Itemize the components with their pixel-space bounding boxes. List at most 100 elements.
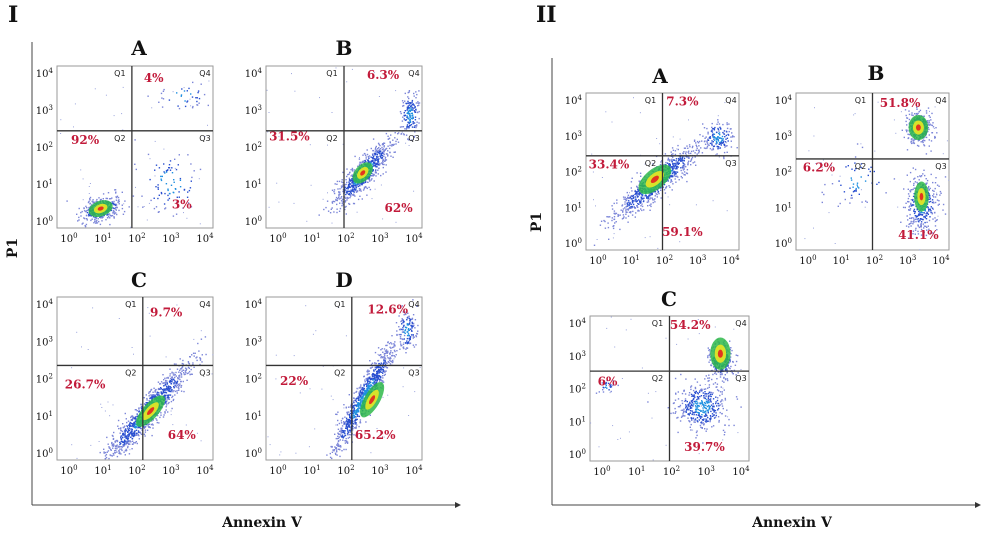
event-dot [380,154,382,156]
event-dot [133,430,136,433]
event-dot [346,426,348,428]
event-dot [360,393,362,395]
event-dot [592,171,594,173]
event-dot [168,380,171,383]
event-dot [191,96,194,98]
event-dot [682,169,685,171]
event-dot [413,122,416,124]
event-dot [414,111,416,113]
event-dot [636,200,638,202]
event-dot [346,413,349,415]
event-dot [185,369,187,371]
event-dot [414,391,416,393]
event-dot [670,166,673,168]
quadrant-pct-q4: 9.7% [150,306,183,320]
event-dot [163,395,165,397]
event-dot [347,188,349,190]
event-dot [163,385,165,387]
event-dot [649,198,651,200]
event-dot [161,97,163,99]
event-dot [368,377,370,380]
event-dot [189,187,192,189]
event-dot [407,116,409,118]
event-dot [632,197,635,199]
event-dot [167,402,169,405]
quadrant-name-q1: Q1 [326,69,337,78]
event-dot [364,180,367,182]
event-dot [177,386,179,389]
event-dot [344,186,346,189]
event-dot [375,367,378,369]
event-dot [416,93,418,96]
event-dot [384,358,387,360]
event-dot [196,432,198,434]
event-dot [198,102,200,104]
event-dot [348,186,350,189]
event-dot [183,390,185,393]
event-dot [376,158,379,161]
event-dot [110,198,112,200]
event-dot [733,136,735,138]
event-dot [118,203,120,205]
event-dot [130,415,133,417]
event-dot [400,328,402,331]
event-dot [173,179,175,181]
event-dot [411,107,414,109]
event-dot [687,156,690,159]
event-dot [357,402,359,404]
event-dot [378,372,380,374]
event-dot [406,323,408,325]
event-dot [149,335,151,337]
event-dot [148,312,150,314]
event-dot [354,404,356,406]
event-dot [118,318,120,319]
event-dot [363,159,366,162]
event-dot [199,223,201,225]
event-dot [634,200,637,202]
event-dot [143,403,146,405]
event-dot [170,410,172,412]
event-dot [649,209,651,211]
event-dot [331,446,333,448]
event-dot [383,436,385,438]
event-dot [719,137,721,139]
event-dot [631,177,633,179]
event-dot [388,138,390,140]
event-dot [339,202,341,204]
event-dot [369,378,372,380]
event-dot [176,92,178,94]
event-dot [339,455,341,458]
event-dot [353,187,355,189]
event-dot [388,137,391,139]
event-dot [362,387,364,389]
event-dot [930,124,932,126]
event-dot [164,208,166,210]
event-dot [354,183,357,185]
event-dot [630,206,632,208]
event-dot [611,217,613,219]
event-dot [368,385,371,387]
event-dot [135,186,136,188]
event-dot [698,145,700,147]
event-dot [354,423,357,425]
event-dot [721,135,724,138]
event-dot [162,374,164,376]
event-dot [164,396,166,398]
event-dot [418,122,420,124]
event-dot [409,107,411,109]
event-dot [107,215,110,218]
event-dot [712,141,714,143]
event-dot [379,366,382,368]
y-tick-label: 103 [36,335,53,348]
event-dot [395,221,397,223]
event-dot [88,206,90,209]
event-dot [638,203,640,205]
event-dot [116,446,118,448]
event-dot [633,200,635,202]
event-dot [170,184,173,186]
event-dot [357,410,360,413]
event-dot [354,182,356,184]
event-dot [686,172,689,175]
event-dot [692,150,695,152]
event-dot [686,169,689,171]
